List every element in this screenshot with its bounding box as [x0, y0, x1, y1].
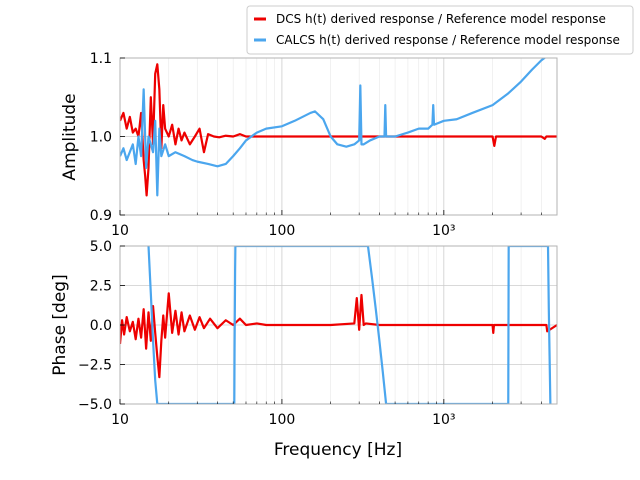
amplitude-panel: 10 100 10³ 0.9 1.0 1.1 Amplitude [60, 51, 558, 239]
phase-xtick-label: 10 [111, 412, 129, 428]
phase-xtick-label: 100 [269, 412, 296, 428]
frequency-xlabel: Frequency [Hz] [274, 440, 402, 460]
amplitude-calcs-line [120, 58, 547, 197]
legend-label-calcs: CALCS h(t) derived response / Reference … [276, 33, 620, 47]
amplitude-ytick-label: 1.0 [90, 130, 112, 146]
amplitude-ytick-label: 1.1 [90, 51, 112, 67]
legend-box [246, 5, 634, 55]
amplitude-ytick-label: 0.9 [90, 208, 112, 224]
phase-ytick-label: 5.0 [90, 239, 112, 255]
amplitude-ylabel: Amplitude [60, 93, 80, 180]
phase-ytick-label: −2.5 [78, 358, 112, 374]
phase-panel: 10 100 10³ −5.0 −2.5 0.0 2.5 5.0 Phase [deg] Fr… [50, 239, 558, 460]
amplitude-xtick-label: 10³ [432, 223, 455, 239]
amplitude-xtick-label: 100 [269, 223, 296, 239]
phase-calcs-line [147, 246, 552, 404]
phase-xtick-label: 10³ [432, 412, 455, 428]
phase-ytick-label: −5.0 [78, 397, 112, 413]
amplitude-xtick-label: 10 [111, 223, 129, 239]
phase-ylabel: Phase [deg] [50, 274, 70, 375]
phase-series [120, 246, 557, 404]
amplitude-series [120, 58, 557, 197]
phase-ytick-label: 0.0 [90, 318, 112, 334]
legend-label-dcs: DCS h(t) derived response / Reference mo… [276, 12, 606, 26]
legend: DCS h(t) derived response / Reference mo… [246, 5, 634, 55]
phase-ticks: 10 100 10³ −5.0 −2.5 0.0 2.5 5.0 [78, 239, 542, 428]
phase-ytick-label: 2.5 [90, 279, 112, 295]
amplitude-ticks: 10 100 10³ 0.9 1.0 1.1 [90, 51, 542, 239]
phase-dcs-line [120, 292, 557, 379]
amplitude-dcs-line [120, 63, 557, 197]
